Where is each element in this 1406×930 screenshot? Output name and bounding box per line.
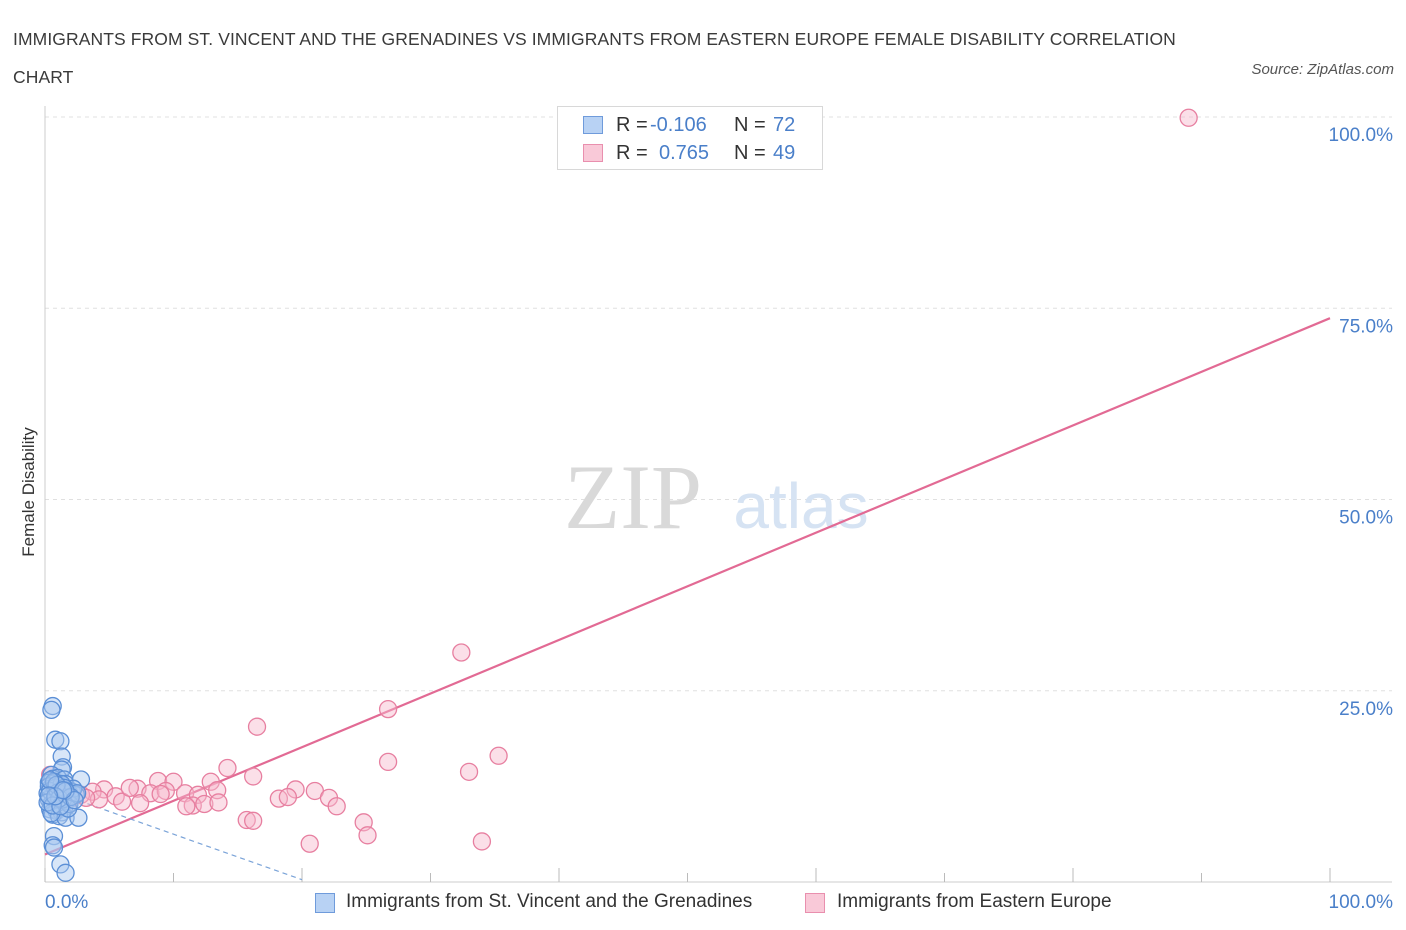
point-eastern-europe: [327, 797, 346, 816]
trend-lines: [44, 317, 1331, 881]
point-eastern-europe: [278, 787, 298, 807]
legend-n-value: 49: [773, 142, 796, 164]
axes: [44, 106, 1392, 883]
x-tick-label: 100.0%: [1329, 892, 1394, 913]
point-eastern-europe: [151, 784, 170, 804]
series-legend-swatch-blue: [315, 893, 335, 913]
legend-r-value: -0.106: [650, 114, 707, 136]
y-tick-label: 25.0%: [1339, 699, 1393, 720]
point-eastern-europe: [244, 811, 263, 830]
watermark-atlas: atlas: [733, 470, 868, 542]
point-eastern-europe: [120, 778, 139, 798]
point-eastern-europe: [300, 834, 319, 853]
y-tick-label: 50.0%: [1339, 508, 1393, 529]
point-eastern-europe: [112, 792, 132, 811]
point-st-vincent: [39, 786, 59, 805]
watermark-zip: ZIP: [564, 446, 702, 548]
point-eastern-europe: [94, 780, 114, 799]
legend-n-value: 72: [773, 114, 796, 136]
point-eastern-europe: [130, 794, 150, 813]
y-tick-label: 100.0%: [1329, 125, 1394, 146]
point-eastern-europe: [218, 758, 237, 778]
point-eastern-europe: [164, 772, 183, 791]
point-eastern-europe: [209, 793, 228, 812]
point-eastern-europe: [237, 810, 256, 830]
point-st-vincent: [42, 700, 61, 720]
point-eastern-europe: [452, 643, 471, 662]
x-tick-label: 0.0%: [45, 892, 88, 913]
legend-r-label: R =: [616, 114, 648, 136]
point-st-vincent: [44, 838, 64, 857]
point-st-vincent: [53, 781, 73, 800]
stats-legend-row-b: R = 0.765 N = 49: [558, 140, 822, 168]
point-eastern-europe: [156, 781, 175, 801]
point-eastern-europe: [177, 797, 196, 816]
gridlines: [45, 116, 1392, 692]
point-st-vincent: [69, 808, 88, 827]
chart-title: IMMIGRANTS FROM ST. VINCENT AND THE GREN…: [13, 29, 1176, 87]
watermark: ZIP atlas: [564, 446, 869, 548]
stats-legend: R = -0.106 N = 72 R = 0.765 N = 49: [557, 106, 823, 170]
series-legend-label-st-vincent: Immigrants from St. Vincent and the Gren…: [346, 891, 753, 912]
series-legend-label-eastern-europe: Immigrants from Eastern Europe: [837, 891, 1112, 912]
point-st-vincent: [56, 863, 75, 882]
legend-swatch-blue: [583, 116, 603, 134]
legend-n-label: N =: [734, 114, 766, 136]
point-eastern-europe: [188, 785, 208, 804]
point-eastern-europe: [472, 832, 492, 851]
series-st-vincent: [38, 696, 91, 882]
legend-n-label: N =: [734, 142, 766, 164]
point-st-vincent: [51, 732, 70, 751]
legend-r-value: 0.765: [659, 142, 710, 164]
point-eastern-europe: [489, 746, 508, 765]
legend-r-label: R =: [616, 142, 648, 164]
stats-legend-row-a: R = -0.106 N = 72: [558, 112, 822, 140]
series-legend-swatch-pink: [805, 893, 825, 913]
point-eastern-europe: [183, 796, 202, 815]
point-eastern-europe: [286, 780, 305, 799]
trend-line-eastern-europe: [44, 317, 1331, 856]
point-eastern-europe: [459, 762, 479, 781]
y-axis-label: Female Disability: [19, 427, 38, 557]
source-label: Source: ZipAtlas.com: [1251, 61, 1394, 78]
point-eastern-europe: [195, 794, 214, 814]
point-st-vincent: [65, 790, 84, 810]
series-legend: Immigrants from St. Vincent and the Gren…: [0, 890, 1406, 916]
trend-line-st-vincent: [44, 788, 303, 881]
legend-swatch-pink: [583, 144, 603, 162]
point-eastern-europe: [1179, 108, 1198, 127]
point-eastern-europe: [244, 767, 263, 786]
tick-labels: 25.0% 50.0% 75.0% 100.0% 0.0% 100.0%: [45, 125, 1393, 913]
point-eastern-europe: [378, 699, 398, 719]
point-eastern-europe: [247, 717, 267, 736]
point-eastern-europe: [358, 826, 377, 845]
point-eastern-europe: [378, 752, 398, 772]
y-tick-label: 75.0%: [1339, 316, 1393, 337]
